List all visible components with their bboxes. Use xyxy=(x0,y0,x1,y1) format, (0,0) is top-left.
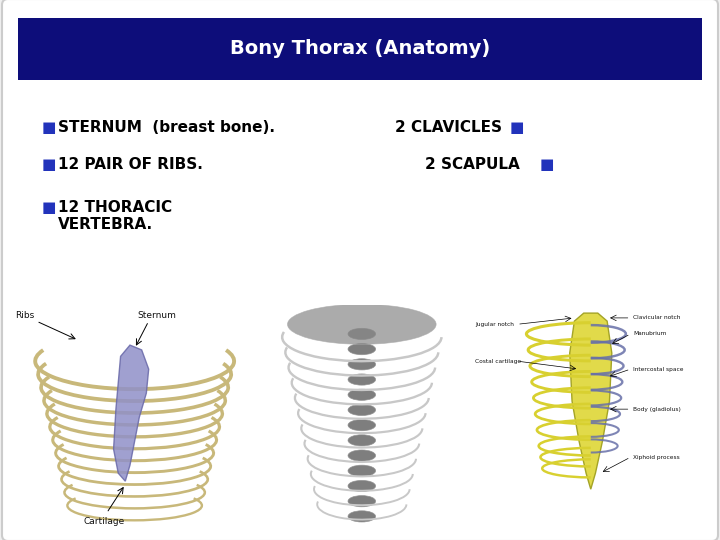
Ellipse shape xyxy=(348,359,376,370)
Ellipse shape xyxy=(348,435,376,446)
Text: Clavicular notch: Clavicular notch xyxy=(633,315,680,320)
Ellipse shape xyxy=(348,511,376,522)
Ellipse shape xyxy=(348,465,376,476)
Polygon shape xyxy=(114,345,149,481)
Ellipse shape xyxy=(348,450,376,461)
Text: 2 SCAPULA: 2 SCAPULA xyxy=(425,157,520,172)
Ellipse shape xyxy=(348,343,376,355)
FancyBboxPatch shape xyxy=(18,85,702,315)
Text: ■: ■ xyxy=(510,120,524,135)
Text: Intercostal space: Intercostal space xyxy=(633,367,683,372)
Ellipse shape xyxy=(348,374,376,385)
Text: STERNUM  (breast bone).: STERNUM (breast bone). xyxy=(58,120,275,135)
Text: 12 PAIR OF RIBS.: 12 PAIR OF RIBS. xyxy=(58,157,203,172)
Text: Bony Thorax (Anatomy): Bony Thorax (Anatomy) xyxy=(230,39,490,58)
Text: ■: ■ xyxy=(540,157,554,172)
Ellipse shape xyxy=(348,404,376,416)
FancyBboxPatch shape xyxy=(18,18,702,80)
Ellipse shape xyxy=(348,496,376,507)
Text: ■: ■ xyxy=(42,200,56,215)
Text: Xiphoid process: Xiphoid process xyxy=(633,455,680,460)
Text: Costal cartilage: Costal cartilage xyxy=(475,359,521,363)
Text: ■: ■ xyxy=(42,120,56,135)
Text: Sternum: Sternum xyxy=(137,311,176,320)
Text: Ribs: Ribs xyxy=(15,311,35,320)
Ellipse shape xyxy=(348,420,376,431)
Ellipse shape xyxy=(348,481,376,491)
Text: Body (gladiolus): Body (gladiolus) xyxy=(633,407,680,411)
Text: Jugular notch: Jugular notch xyxy=(475,322,514,327)
Ellipse shape xyxy=(287,305,436,345)
Ellipse shape xyxy=(348,389,376,400)
Text: ■: ■ xyxy=(42,157,56,172)
Ellipse shape xyxy=(348,328,376,340)
Text: Cartilage: Cartilage xyxy=(84,517,125,526)
Text: Manubrium: Manubrium xyxy=(633,332,666,336)
Text: 12 THORACIC
VERTEBRA.: 12 THORACIC VERTEBRA. xyxy=(58,200,172,232)
Polygon shape xyxy=(570,313,612,489)
Text: 2 CLAVICLES: 2 CLAVICLES xyxy=(395,120,502,135)
